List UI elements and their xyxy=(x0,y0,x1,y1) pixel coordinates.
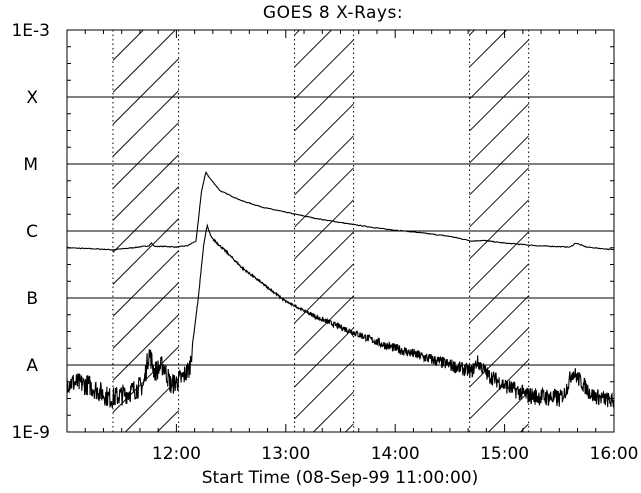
x-tick-label: 13:00 xyxy=(261,444,310,464)
series-group xyxy=(67,170,614,409)
chart-title: GOES 8 X-Rays: xyxy=(263,3,403,23)
y-tick-label: X xyxy=(26,88,38,108)
y-tick-label: B xyxy=(26,289,38,309)
x-axis: 12:00 13:00 14:00 15:00 16:00 xyxy=(66,30,639,464)
y-axis: 1E-3 X M C B A 1E-9 xyxy=(11,21,614,443)
grid-lines xyxy=(67,96,614,366)
y-tick-label: A xyxy=(26,356,38,376)
y-tick-label: C xyxy=(26,222,38,242)
x-tick-label: 16:00 xyxy=(590,444,639,464)
y-tick-label: M xyxy=(23,155,38,175)
x-axis-label: Start Time (08-Sep-99 11:00:00) xyxy=(202,468,479,488)
y-tick-label: 1E-3 xyxy=(11,21,50,41)
x-tick-label: 12:00 xyxy=(152,444,201,464)
series-line-1 xyxy=(67,170,614,251)
x-tick-label: 15:00 xyxy=(480,444,529,464)
y-tick-label: 1E-9 xyxy=(11,423,50,443)
series-line-2 xyxy=(67,223,614,409)
x-tick-label: 14:00 xyxy=(371,444,420,464)
